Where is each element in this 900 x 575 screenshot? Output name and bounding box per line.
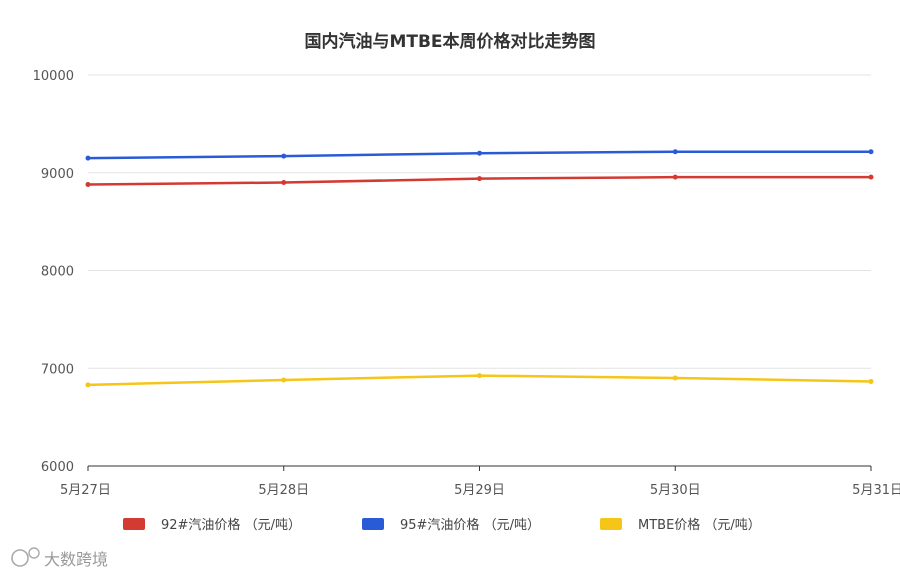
- x-tick-label: 5月28日: [258, 483, 309, 498]
- y-tick-label: 10000: [33, 69, 74, 84]
- data-point: [477, 150, 482, 156]
- data-point: [868, 174, 874, 180]
- x-tick-label: 5月31日: [852, 483, 900, 498]
- legend-label: 95#汽油价格 （元/吨）: [400, 517, 540, 533]
- cat-logo-icon: [11, 547, 40, 567]
- series-lines: [85, 149, 874, 388]
- x-tick-label: 5月27日: [60, 483, 111, 498]
- data-point: [477, 373, 482, 379]
- watermark-text: 大数跨境: [44, 550, 108, 569]
- watermark: 大数跨境: [11, 547, 108, 569]
- data-point: [85, 155, 91, 161]
- data-point: [672, 149, 678, 155]
- y-tick-label: 7000: [41, 362, 74, 377]
- data-point: [281, 377, 287, 383]
- legend: 92#汽油价格 （元/吨） 95#汽油价格 （元/吨） MTBE价格 （元/吨）: [123, 517, 761, 533]
- x-tick-label: 5月30日: [650, 483, 701, 498]
- grid-lines: [88, 74, 871, 369]
- y-tick-label: 9000: [41, 167, 74, 182]
- x-tick-label: 5月29日: [454, 483, 505, 498]
- legend-label: 92#汽油价格 （元/吨）: [161, 517, 301, 533]
- data-point: [672, 375, 678, 381]
- data-point: [85, 181, 91, 187]
- data-point: [868, 378, 874, 384]
- data-point: [281, 153, 287, 159]
- axes: 6000 7000 8000 9000 10000 5月27日 5月28日 5月29日 5月30…: [33, 69, 900, 498]
- data-point: [85, 382, 91, 388]
- legend-swatch: [600, 518, 622, 530]
- chart-title: 国内汽油与MTBE本周价格对比走势图: [304, 31, 595, 52]
- data-point: [477, 176, 482, 182]
- data-point: [281, 180, 287, 186]
- legend-label: MTBE价格 （元/吨）: [638, 517, 761, 533]
- data-point: [672, 174, 678, 180]
- legend-swatch: [123, 518, 145, 530]
- y-tick-label: 6000: [41, 460, 74, 475]
- data-point: [868, 149, 874, 155]
- legend-swatch: [362, 518, 384, 530]
- y-tick-label: 8000: [41, 265, 74, 280]
